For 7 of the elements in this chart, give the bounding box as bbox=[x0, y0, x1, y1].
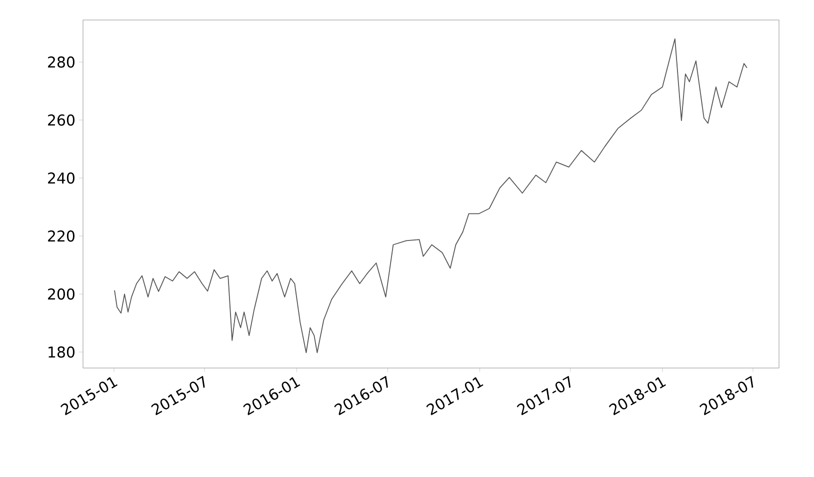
y-tick-label: 200 bbox=[48, 288, 74, 300]
y-tick-label: 280 bbox=[48, 56, 74, 68]
y-tick-label: 260 bbox=[48, 114, 74, 126]
line-series bbox=[114, 38, 748, 354]
y-tick-label: 240 bbox=[48, 172, 74, 184]
y-tick-label: 220 bbox=[48, 230, 74, 242]
y-tick-label: 180 bbox=[48, 346, 74, 358]
